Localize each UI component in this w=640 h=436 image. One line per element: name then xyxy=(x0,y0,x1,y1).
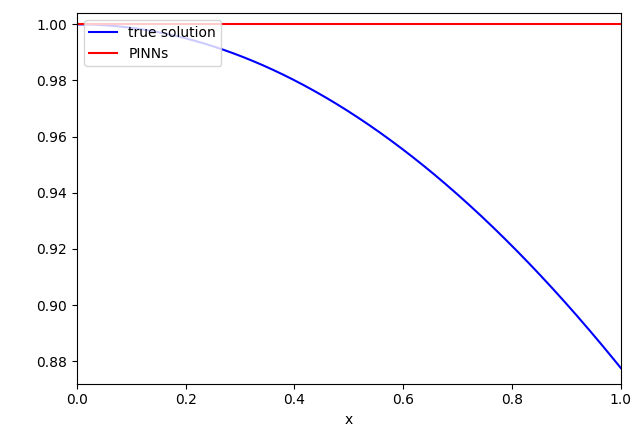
PINNs xyxy=(367,22,375,27)
PINNs xyxy=(335,22,342,27)
X-axis label: x: x xyxy=(345,413,353,427)
PINNs xyxy=(332,22,339,27)
PINNs xyxy=(73,22,81,27)
true solution xyxy=(604,349,612,354)
true solution xyxy=(519,254,527,259)
PINNs xyxy=(519,22,527,27)
PINNs xyxy=(397,22,404,27)
true solution xyxy=(332,100,339,106)
true solution xyxy=(397,145,404,150)
true solution xyxy=(367,124,375,129)
true solution xyxy=(335,102,342,108)
Line: true solution: true solution xyxy=(77,24,621,368)
true solution xyxy=(73,22,81,27)
true solution xyxy=(617,365,625,371)
PINNs xyxy=(617,22,625,27)
Legend: true solution, PINNs: true solution, PINNs xyxy=(84,20,221,66)
PINNs xyxy=(604,22,612,27)
